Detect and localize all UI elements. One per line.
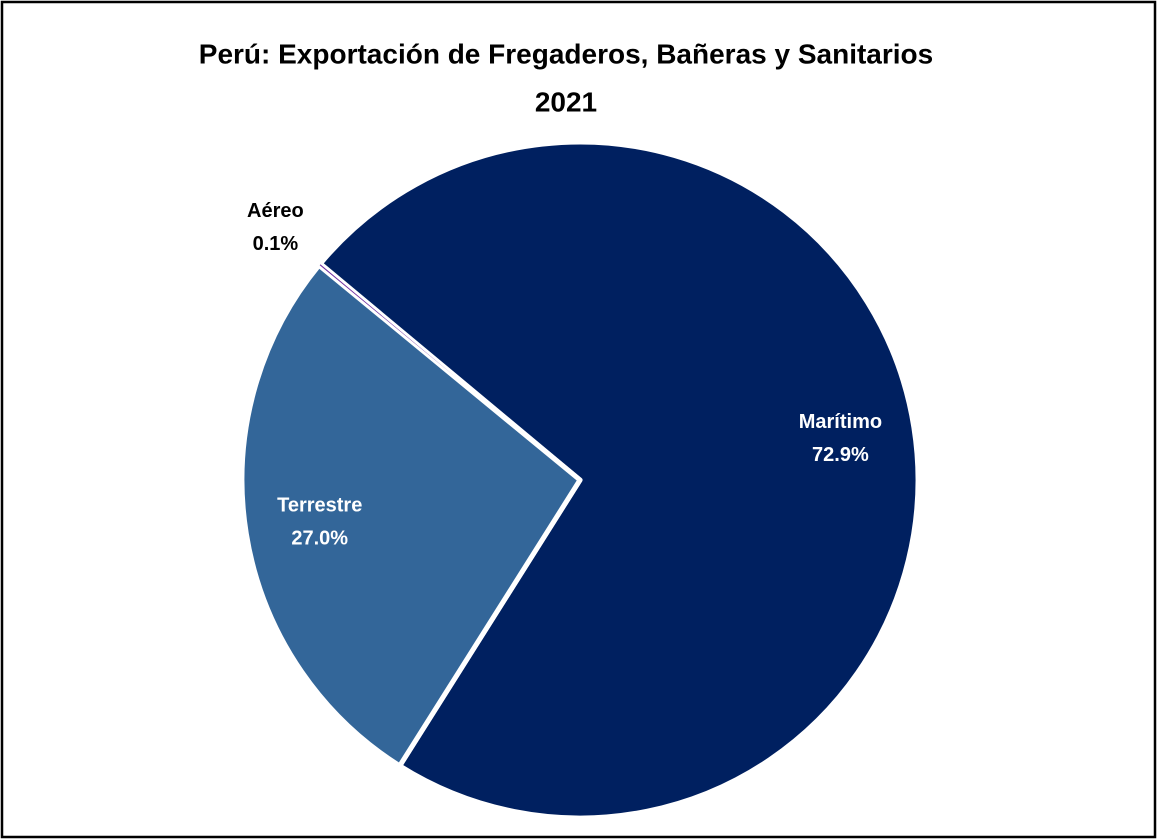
pie-slice (318, 263, 581, 481)
slice-label: Aéreo (247, 200, 304, 222)
slice-value: 27.0% (291, 527, 348, 549)
chart-title: 2021 (535, 86, 597, 117)
slice-label: Marítimo (799, 411, 882, 433)
slice-label: Terrestre (277, 494, 362, 516)
slice-value: 72.9% (812, 444, 869, 466)
slice-value: 0.1% (253, 233, 299, 255)
pie-slice (317, 139, 921, 821)
pie-slice (239, 262, 583, 769)
chart-title: Perú: Exportación de Fregaderos, Bañeras… (199, 38, 933, 69)
